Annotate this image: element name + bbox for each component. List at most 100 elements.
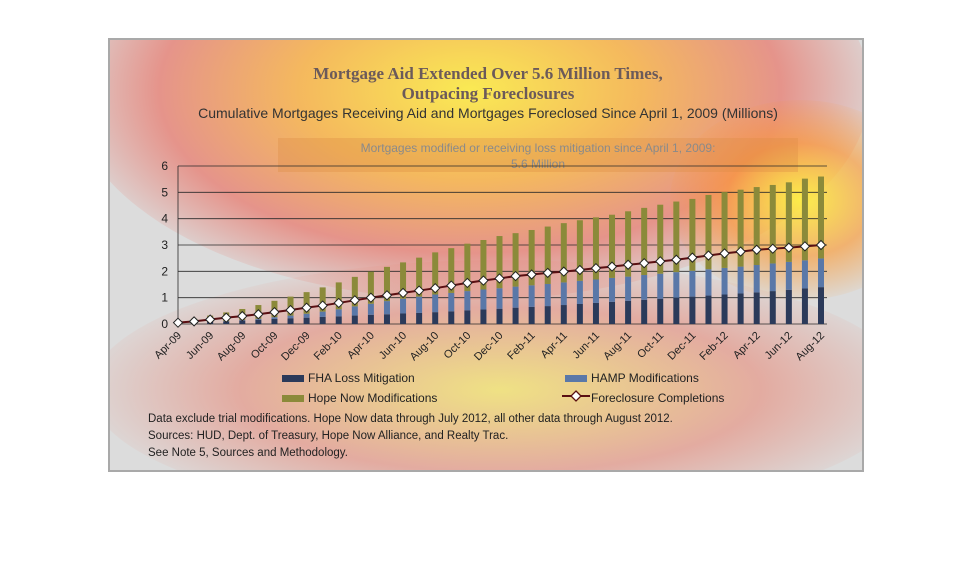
y-tick-label: 0 — [161, 317, 168, 331]
bar-segment — [801, 178, 808, 261]
foreclosure-marker — [269, 306, 280, 318]
bar-segment — [464, 310, 471, 324]
foreclosure-marker — [558, 266, 570, 277]
bar-segment — [576, 303, 583, 324]
bar-segment — [753, 187, 760, 266]
bar-segment — [657, 204, 664, 274]
chart-title-line1: Mortgage Aid Extended Over 5.6 Million T… — [313, 64, 663, 83]
bar-segment — [432, 252, 439, 295]
foreclosure-marker — [590, 262, 602, 274]
x-tick-label: Jun-12 — [763, 330, 795, 362]
bar-segment — [287, 315, 294, 319]
x-tick-label: Apr-10 — [345, 330, 377, 362]
bar-segment — [544, 226, 551, 284]
note-line2: Sources: HUD, Dept. of Treasury, Hope No… — [148, 430, 509, 442]
bar-segment — [400, 262, 407, 299]
legend-foreclosure-marker — [562, 390, 590, 402]
bar-segment — [271, 317, 278, 319]
y-tick-label: 2 — [161, 264, 168, 278]
foreclosure-marker — [381, 290, 393, 301]
bar-segment — [448, 292, 455, 312]
bar-segment — [592, 217, 599, 280]
foreclosure-marker — [253, 309, 264, 320]
x-tick-label: Oct-09 — [249, 330, 281, 362]
foreclosure-marker — [719, 248, 730, 259]
foreclosure-marker — [622, 259, 634, 270]
bar-segment — [383, 314, 390, 324]
x-tick-label: Apr-09 — [152, 330, 184, 362]
bar-segment — [689, 198, 696, 271]
bar-segment — [319, 316, 326, 324]
foreclosure-marker — [221, 312, 232, 323]
foreclosure-marker — [767, 243, 778, 254]
x-tick-label: Aug-10 — [408, 330, 442, 364]
bar-segment — [383, 266, 390, 302]
bar-segment — [544, 306, 551, 324]
foreclosure-marker — [638, 257, 650, 269]
bar-segment — [271, 318, 278, 324]
bar-segment — [705, 269, 712, 296]
foreclosure-marker — [446, 280, 457, 291]
bar-segment — [721, 267, 728, 295]
note-line1: Data exclude trial modifications. Hope N… — [148, 413, 673, 425]
x-tick-label: Aug-11 — [601, 330, 634, 363]
bar-segment — [335, 309, 342, 317]
bar-segment — [576, 280, 583, 304]
bar-segment — [641, 299, 648, 324]
bar-segment — [319, 287, 326, 312]
bar-segment — [287, 318, 294, 324]
chart-subtitle: Cumulative Mortgages Receiving Aid and M… — [198, 105, 778, 121]
bar-segment — [528, 306, 535, 324]
bar-segment — [367, 314, 374, 324]
bar-segment — [609, 214, 616, 278]
bar-segment — [416, 257, 423, 297]
y-tick-label: 5 — [161, 185, 168, 199]
legend-hamp-swatch — [565, 375, 587, 382]
foreclosure-marker — [735, 246, 746, 257]
bar-segment — [689, 270, 696, 297]
foreclosure-marker — [687, 252, 698, 263]
bar-segment — [769, 263, 776, 292]
bar-segment — [785, 182, 792, 262]
foreclosure-marker — [542, 267, 553, 279]
x-tick-label: Dec-09 — [279, 330, 313, 364]
bar-segment — [400, 313, 407, 324]
bar-segment — [383, 301, 390, 315]
bar-segment — [689, 296, 696, 324]
foreclosure-marker — [815, 239, 827, 251]
y-tick-label: 1 — [161, 291, 168, 305]
x-tick-label: Apr-11 — [539, 330, 570, 361]
callout-line2: 5.6 Million — [510, 157, 566, 171]
chart-title-line2: Outpacing Foreclosures — [401, 84, 575, 103]
bar-segment — [416, 312, 423, 324]
bar-segment — [496, 288, 503, 309]
x-tick-label: Feb-12 — [698, 330, 731, 363]
bar-segment — [592, 279, 599, 303]
bar-segment — [721, 294, 728, 324]
foreclosure-marker — [703, 250, 714, 261]
foreclosure-marker — [655, 256, 666, 267]
bar-segment — [480, 239, 487, 290]
foreclosure-marker — [349, 295, 361, 306]
foreclosure-marker — [172, 317, 184, 328]
foreclosure-marker — [365, 292, 377, 303]
x-tick-label: Jun-10 — [377, 330, 409, 362]
bar-segment — [641, 275, 648, 300]
bar-segment — [464, 291, 471, 311]
x-tick-label: Oct-11 — [635, 330, 666, 361]
foreclosure-marker — [429, 282, 441, 294]
bar-segment — [818, 258, 824, 288]
bar-segment — [737, 189, 744, 267]
bar-segment — [464, 243, 471, 292]
foreclosure-marker — [606, 261, 618, 272]
bar-segment — [737, 266, 744, 294]
bar-segment — [335, 282, 342, 310]
bar-segment — [239, 320, 246, 324]
bar-segment — [609, 277, 616, 302]
bar-segment — [673, 272, 680, 298]
bar-segment — [512, 233, 519, 287]
bar-segment — [303, 317, 310, 324]
bar-segment — [560, 282, 567, 306]
foreclosure-marker — [574, 264, 586, 276]
